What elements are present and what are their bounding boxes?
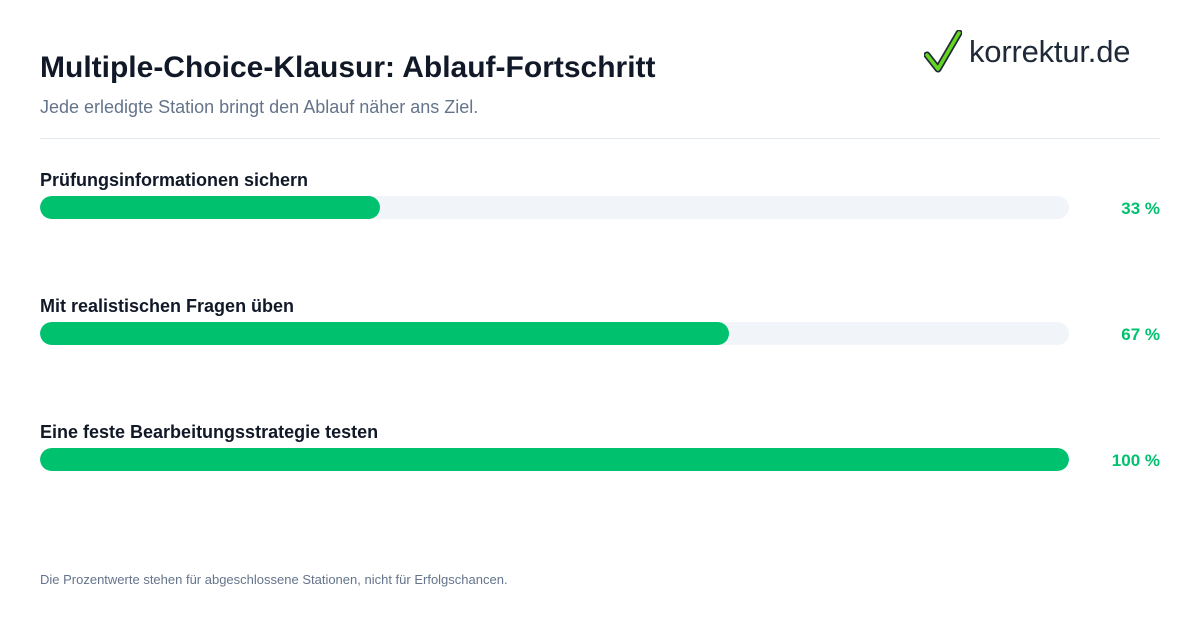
progress-bar	[40, 448, 1069, 471]
header-divider	[40, 138, 1160, 139]
footnote: Die Prozentwerte stehen für abgeschlosse…	[40, 572, 508, 587]
checkmark-icon	[924, 30, 962, 73]
progress-value-label: 67 %	[1121, 325, 1160, 344]
progress-bar	[40, 322, 729, 345]
checkmark-fill	[925, 31, 961, 71]
progress-track	[40, 448, 1069, 471]
korrektur-logo[interactable]: korrektur.de	[924, 28, 1130, 76]
progress-value-label: 33 %	[1121, 199, 1160, 218]
logo-text: korrektur.de	[969, 34, 1131, 69]
page-title: Multiple-Choice-Klausur: Ablauf-Fortschr…	[40, 51, 656, 84]
progress-label: Prüfungsinformationen sichern	[40, 170, 309, 190]
progress-row: Mit realistischen Fragen üben 67 %	[40, 294, 1160, 354]
page-subtitle: Jede erledigte Station bringt den Ablauf…	[40, 97, 479, 117]
progress-bar	[40, 196, 380, 219]
progress-track	[40, 196, 1069, 219]
progress-label: Eine feste Bearbeitungsstrategie testen	[40, 422, 379, 442]
progress-label: Mit realistischen Fragen üben	[40, 296, 295, 316]
progress-value-label: 100 %	[1111, 451, 1160, 470]
progress-track	[40, 322, 1069, 345]
progress-row: Eine feste Bearbeitungsstrategie testen 1…	[40, 420, 1160, 480]
progress-row: Prüfungsinformationen sichern 33 %	[40, 168, 1160, 228]
